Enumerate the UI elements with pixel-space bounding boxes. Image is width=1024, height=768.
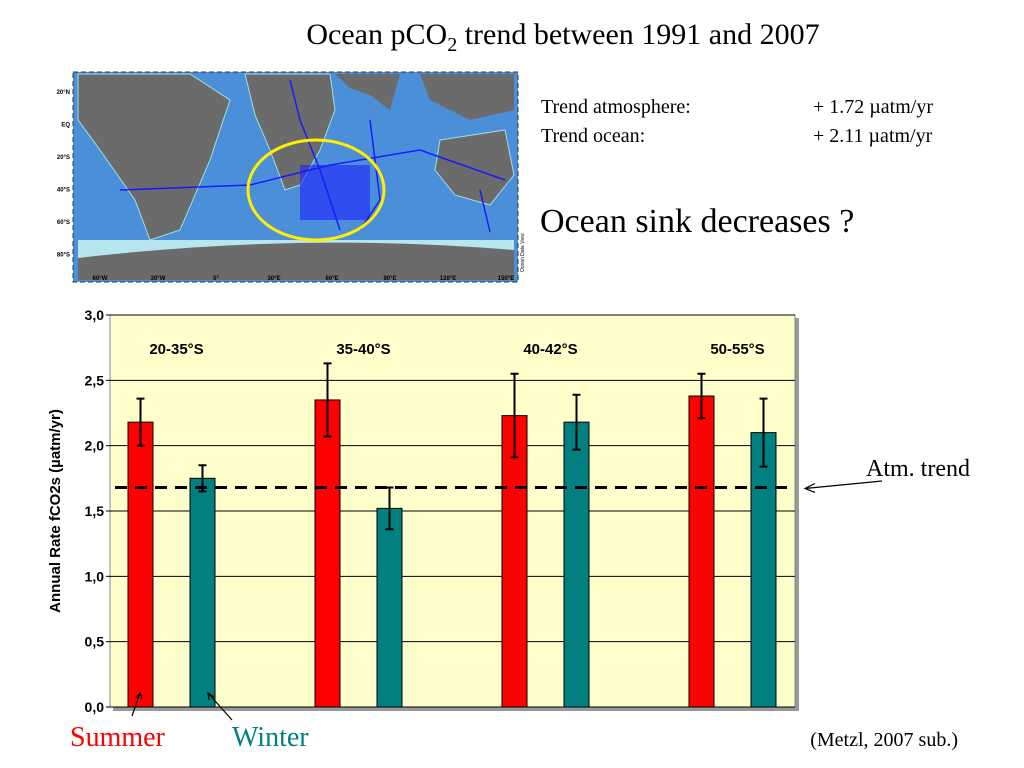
reference-label: Atm. trend (866, 456, 970, 482)
citation: (Metzl, 2007 sub.) (810, 729, 958, 751)
chart: 0,0 0,5 1,0 1,5 2,0 2,5 3,0 Annual Rate fCO2s (… (47, 307, 970, 753)
land-asia (335, 74, 400, 110)
map-lat-label: EQ (61, 123, 70, 129)
bar (563, 421, 590, 708)
map-lon-label: 0° (213, 276, 219, 282)
trend-text: Trend atmosphere: + 1.72 µatm/yr Trend oce… (541, 96, 933, 147)
map-lon-label: 30°E (267, 276, 280, 282)
y-tick-label: 0,5 (85, 634, 105, 650)
cruise-cluster (300, 165, 370, 220)
y-tick-label: 1,5 (85, 503, 105, 519)
map-lat-label: 20°S (57, 155, 70, 161)
headline: Ocean sink decreases ? (540, 203, 854, 240)
error-bar (572, 393, 581, 451)
title-part: trend between 1991 and 2007 (457, 18, 819, 51)
category-label: 20-35°S (149, 341, 203, 358)
category-label: 35-40°S (336, 341, 390, 358)
map-lat-label: 80°S (57, 253, 70, 259)
bar (127, 421, 154, 708)
series-arrow (207, 691, 233, 721)
map-lon-label: 30°W (151, 276, 166, 282)
map-lon-label: 90°E (383, 276, 396, 282)
trend-label: Trend atmosphere: (541, 96, 691, 118)
series-label: Summer (70, 722, 166, 753)
y-tick-label: 2,0 (85, 438, 105, 454)
trend-value: + 2.11 µatm/yr (813, 125, 933, 147)
bar (750, 432, 777, 708)
y-tick-label: 2,5 (85, 372, 105, 388)
y-tick-label: 3,0 (85, 307, 105, 323)
title-subscript: 2 (447, 34, 457, 56)
series-label: Winter (232, 722, 309, 753)
y-axis-label: Annual Rate fCO2s (µatm/yr) (47, 409, 64, 613)
category-label: 50-55°S (710, 341, 764, 358)
error-bar (510, 372, 519, 459)
category-label: 40-42°S (523, 341, 577, 358)
series-arrow (131, 691, 143, 717)
map-lat-label: 20°N (57, 90, 70, 96)
slide-title: Ocean pCO2 trend between 1991 and 2007 (306, 18, 819, 56)
map-credit: Ocean Data View (520, 233, 526, 272)
map-lon-label: 60°E (325, 276, 338, 282)
y-tick-label: 1,0 (85, 568, 105, 584)
error-bar (136, 397, 145, 447)
error-bar (323, 362, 332, 438)
region-highlight (246, 138, 386, 242)
bar (688, 395, 715, 708)
map-lon-label: 60°W (93, 276, 108, 282)
land-australia (434, 129, 515, 206)
trend-label: Trend ocean: (541, 125, 645, 147)
y-tick-label: 0,0 (85, 699, 105, 715)
bar (501, 415, 528, 708)
bar (189, 477, 216, 708)
map: 20°N EQ 20°S 40°S 60°S 80°S 60°W 30°W 0° 30°E 60°E… (57, 71, 526, 283)
bar (376, 507, 403, 708)
land-antarctica (78, 242, 514, 280)
error-bar (759, 397, 768, 468)
map-lon-label: 150°E (498, 276, 514, 282)
error-bar (697, 372, 706, 420)
land-america (77, 73, 231, 241)
map-lat-label: 40°S (57, 188, 70, 194)
map-lat-label: 60°S (57, 220, 70, 226)
land-indonesia (420, 74, 514, 120)
title-part: Ocean pCO (306, 18, 447, 51)
map-lon-label: 120°E (440, 276, 456, 282)
trend-value: + 1.72 µatm/yr (813, 96, 933, 118)
bar (314, 399, 341, 708)
reference-arrow (803, 480, 883, 494)
